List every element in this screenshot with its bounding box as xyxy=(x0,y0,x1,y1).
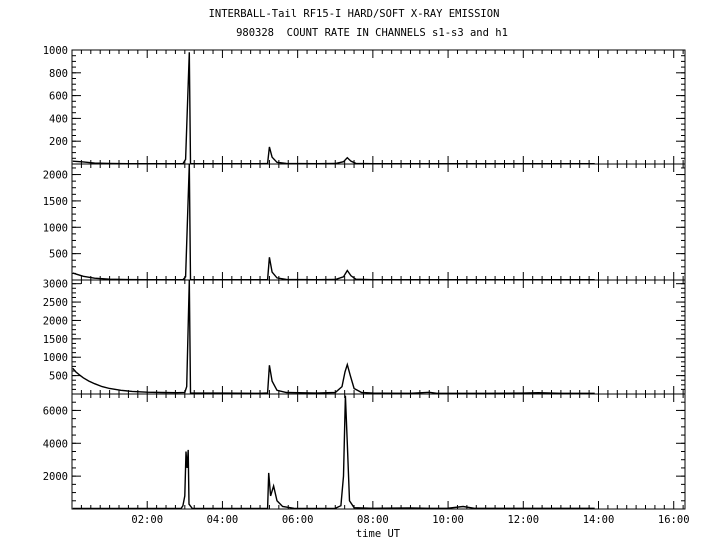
y-tick-label: 400 xyxy=(49,113,68,125)
x-tick-label: 14:00 xyxy=(583,514,615,526)
y-tick-label: 4000 xyxy=(43,438,68,450)
x-tick-label: 16:00 xyxy=(658,514,690,526)
y-tick-label: 1500 xyxy=(43,334,68,346)
y-tick-label: 600 xyxy=(49,91,68,103)
series-line-s2 xyxy=(72,163,595,281)
y-tick-label: 1000 xyxy=(43,352,68,364)
x-tick-label: 04:00 xyxy=(207,514,239,526)
y-tick-label: 800 xyxy=(49,68,68,80)
y-tick-label: 2500 xyxy=(43,297,68,309)
y-tick-label: 6000 xyxy=(43,405,68,417)
x-tick-label: 06:00 xyxy=(282,514,314,526)
x-tick-label: 12:00 xyxy=(507,514,539,526)
y-tick-label: 3000 xyxy=(43,279,68,291)
y-tick-label: 500 xyxy=(49,371,68,383)
x-tick-label: 02:00 xyxy=(131,514,163,526)
series-line-s3 xyxy=(72,279,595,395)
panel-frame xyxy=(71,279,686,395)
x-axis: 02:00 04:00 06:00 08:00 10:00 12:00 14:00 16:00 xyxy=(131,514,689,526)
series-line-h1 xyxy=(72,395,595,510)
x-tick-label: 10:00 xyxy=(432,514,464,526)
y-tick-label: 200 xyxy=(49,136,68,148)
series-line-s1 xyxy=(72,52,595,165)
y-tick-label: 500 xyxy=(49,249,68,261)
x-axis-label: time UT xyxy=(356,528,401,540)
panel-frame xyxy=(71,393,686,510)
x-tick-label: 08:00 xyxy=(357,514,389,526)
y-tick-label: 2000 xyxy=(43,315,68,327)
y-tick-label: 1500 xyxy=(43,196,68,208)
panel-h1: 2000 4000 6000 xyxy=(43,393,686,510)
chart-subtitle: 980328 COUNT RATE IN CHANNELS s1-s3 and … xyxy=(236,27,508,39)
y-tick-label: 1000 xyxy=(43,45,68,57)
panel-s3: 500 1000 1500 2000 2500 3000 xyxy=(43,279,686,395)
panel-s2: 500 1000 1500 2000 xyxy=(43,163,686,281)
panel-s1: 200 400 600 800 1000 xyxy=(43,45,686,165)
y-tick-label: 1000 xyxy=(43,222,68,234)
chart-panels: 200 400 600 800 1000 500 1000 1500 2000 500 1000 15… xyxy=(43,45,686,510)
y-tick-label: 2000 xyxy=(43,170,68,182)
panel-frame xyxy=(71,49,686,165)
y-tick-label: 2000 xyxy=(43,471,68,483)
panel-frame xyxy=(71,163,686,281)
chart-title: INTERBALL-Tail RF15-I HARD/SOFT X-RAY EM… xyxy=(208,8,500,20)
